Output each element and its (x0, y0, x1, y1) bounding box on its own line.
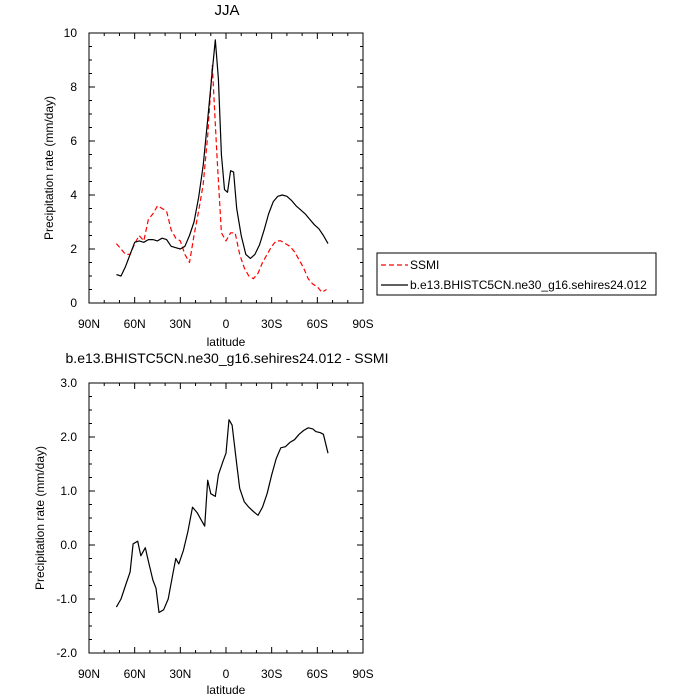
top-series-line-0 (115, 64, 327, 293)
bottom-x-tick-label: 60N (124, 667, 146, 681)
bottom-chart-title: b.e13.BHISTC5CN.ne30_g16.sehires24.012 -… (66, 350, 389, 366)
top-x-ticks: 90N 60N 30N 0 30S 60S 90S (78, 33, 374, 331)
bottom-x-axis-label: latitude (207, 683, 246, 697)
bottom-panel: b.e13.BHISTC5CN.ne30_g16.sehires24.012 -… (33, 350, 388, 697)
top-y-tick-label: 4 (70, 188, 77, 202)
legend-label-ssmi: SSMI (410, 258, 439, 272)
top-x-tick-label: 30S (261, 317, 282, 331)
top-y-tick-label: 8 (70, 80, 77, 94)
bottom-y-tick-label: -2.0 (56, 646, 77, 660)
top-plot-frame (88, 32, 364, 304)
legend: SSMI b.e13.BHISTC5CN.ne30_g16.sehires24.… (376, 252, 657, 296)
top-y-axis-label: Precipitation rate (mm/day) (42, 96, 56, 240)
bottom-y-tick-label: 0.0 (60, 538, 77, 552)
bottom-y-axis-label: Precipitation rate (mm/day) (33, 446, 47, 590)
top-x-tick-label: 30N (169, 317, 191, 331)
top-series-line-1 (116, 39, 329, 277)
top-x-tick-label: 60N (124, 317, 146, 331)
top-x-tick-label: 60S (307, 317, 328, 331)
top-series-lines (115, 39, 329, 293)
top-y-ticks: 0 2 4 6 8 10 (64, 26, 363, 310)
bottom-series-lines (115, 419, 329, 614)
top-y-tick-label: 2 (70, 242, 77, 256)
top-chart-title: JJA (214, 2, 239, 19)
bottom-x-tick-label: 30S (261, 667, 282, 681)
top-x-tick-label: 90N (78, 317, 100, 331)
legend-label-model: b.e13.BHISTC5CN.ne30_g16.sehires24.012 (410, 278, 647, 292)
top-y-tick-label: 0 (70, 296, 77, 310)
top-panel: JJA 0 2 4 6 8 10 90N 60N 30N 0 30S 60S 90S Precipit… (42, 2, 657, 349)
bottom-y-tick-label: -1.0 (56, 592, 77, 606)
bottom-y-tick-label: 3.0 (60, 376, 77, 390)
top-y-tick-label: 10 (64, 26, 78, 40)
top-y-tick-label: 6 (70, 134, 77, 148)
bottom-x-tick-label: 90N (78, 667, 100, 681)
top-x-tick-label: 90S (352, 317, 373, 331)
bottom-y-ticks: -2.0 -1.0 0.0 1.0 2.0 3.0 (56, 376, 363, 660)
top-x-axis-label: latitude (207, 335, 246, 349)
bottom-x-tick-label: 90S (352, 667, 373, 681)
bottom-x-tick-label: 30N (169, 667, 191, 681)
bottom-x-tick-label: 0 (223, 667, 230, 681)
bottom-y-tick-label: 1.0 (60, 484, 77, 498)
top-x-tick-label: 0 (223, 317, 230, 331)
bottom-x-tick-label: 60S (307, 667, 328, 681)
bottom-y-tick-label: 2.0 (60, 430, 77, 444)
bottom-plot-frame (88, 382, 364, 654)
bottom-x-ticks: 90N 60N 30N 0 30S 60S 90S (78, 383, 374, 681)
bottom-series-line-0 (115, 419, 329, 614)
legend-box (376, 252, 657, 296)
